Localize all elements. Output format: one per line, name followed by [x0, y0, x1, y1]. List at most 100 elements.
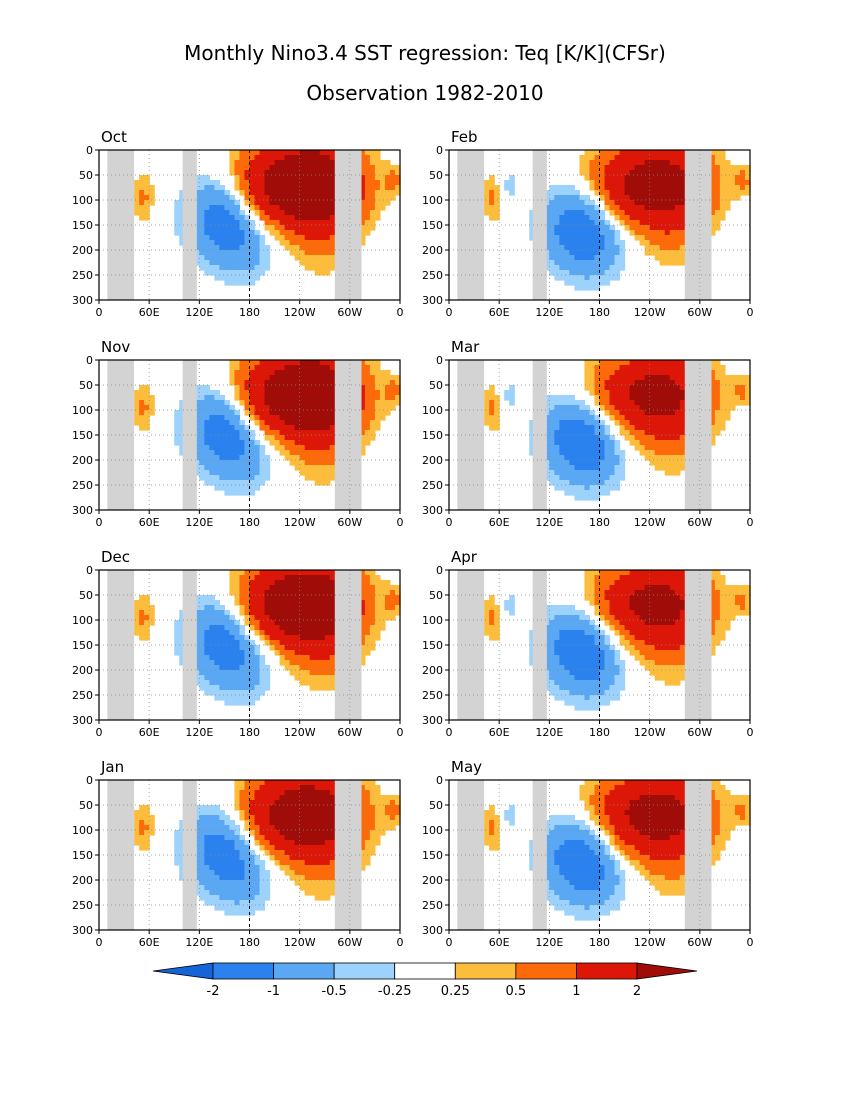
- contour-cell: [209, 220, 215, 226]
- contour-cell: [589, 700, 596, 706]
- contour-cell: [364, 205, 371, 211]
- contour-cell: [244, 585, 251, 591]
- contour-cell: [174, 200, 180, 206]
- contour-cell: [249, 450, 256, 456]
- contour-cell: [194, 215, 200, 221]
- contour-cell: [244, 430, 251, 436]
- contour-cell: [259, 205, 266, 211]
- contour-cell: [204, 395, 210, 401]
- contour-cell: [319, 415, 326, 421]
- contour-cell: [224, 610, 231, 616]
- contour-cell: [279, 200, 286, 206]
- contour-cell: [714, 150, 721, 156]
- contour-cell: [594, 285, 601, 291]
- contour-cell: [224, 235, 231, 241]
- contour-cell: [654, 435, 661, 441]
- contour-cell: [364, 395, 371, 401]
- contour-cell: [579, 635, 586, 641]
- contour-cell: [274, 415, 281, 421]
- contour-cell: [294, 185, 301, 191]
- contour-cell: [329, 245, 336, 251]
- contour-cell: [634, 210, 641, 216]
- contour-cell: [719, 425, 726, 431]
- contour-cell: [304, 615, 311, 621]
- contour-cell: [719, 165, 726, 171]
- contour-cell: [604, 690, 611, 696]
- contour-cell: [284, 175, 291, 181]
- contour-cell: [259, 270, 266, 276]
- contour-cell: [614, 460, 621, 466]
- contour-cell: [259, 215, 266, 221]
- contour-cell: [599, 580, 606, 586]
- y-tick-label: 150: [422, 219, 443, 232]
- contour-cell: [484, 410, 490, 416]
- contour-cell: [679, 195, 686, 201]
- contour-cell: [324, 645, 331, 651]
- contour-cell: [289, 640, 296, 646]
- contour-cell: [359, 410, 366, 416]
- contour-cell: [199, 265, 205, 271]
- contour-cell: [649, 375, 656, 381]
- contour-cell: [724, 200, 731, 206]
- contour-cell: [249, 610, 256, 616]
- contour-cell: [314, 470, 321, 476]
- contour-cell: [229, 280, 236, 286]
- contour-cell: [384, 600, 391, 606]
- contour-cell: [629, 230, 636, 236]
- contour-cell: [314, 670, 321, 676]
- contour-cell: [254, 410, 261, 416]
- contour-cell: [329, 390, 336, 396]
- contour-cell: [239, 585, 246, 591]
- contour-cell: [564, 480, 570, 486]
- contour-cell: [229, 585, 236, 591]
- contour-cell: [559, 675, 565, 681]
- contour-cell: [324, 155, 331, 161]
- contour-cell: [179, 205, 185, 211]
- contour-cell: [544, 205, 550, 211]
- contour-cell: [289, 405, 296, 411]
- contour-cell: [604, 455, 611, 461]
- contour-cell: [564, 220, 570, 226]
- contour-cell: [259, 460, 266, 466]
- contour-cell: [314, 215, 321, 221]
- contour-cell: [359, 380, 366, 386]
- contour-cell: [549, 435, 555, 441]
- contour-cell: [594, 395, 601, 401]
- contour-cell: [279, 660, 286, 666]
- contour-cell: [674, 440, 681, 446]
- contour-cell: [579, 685, 586, 691]
- contour-cell: [664, 410, 671, 416]
- contour-cell: [139, 180, 145, 186]
- contour-cell: [279, 210, 286, 216]
- contour-cell: [569, 465, 576, 471]
- contour-cell: [289, 645, 296, 651]
- contour-cell: [324, 390, 331, 396]
- contour-cell: [314, 390, 321, 396]
- contour-cell: [244, 165, 251, 171]
- contour-cell: [649, 245, 656, 251]
- contour-cell: [324, 175, 331, 181]
- contour-cell: [269, 630, 276, 636]
- contour-cell: [304, 160, 311, 166]
- contour-cell: [484, 415, 490, 421]
- contour-cell: [644, 225, 651, 231]
- contour-cell: [309, 150, 316, 156]
- contour-cell: [579, 215, 586, 221]
- contour-cell: [199, 660, 205, 666]
- contour-cell: [199, 220, 205, 226]
- contour-cell: [174, 630, 180, 636]
- contour-cell: [714, 400, 721, 406]
- contour-cell: [329, 265, 336, 271]
- contour-cell: [679, 395, 686, 401]
- panel-label: Apr: [451, 548, 478, 566]
- contour-cell: [274, 410, 281, 416]
- contour-cell: [179, 235, 185, 241]
- contour-cell: [544, 430, 550, 436]
- contour-cell: [589, 585, 596, 591]
- contour-cell: [369, 185, 376, 191]
- contour-cell: [559, 445, 565, 451]
- contour-cell: [609, 660, 616, 666]
- contour-cell: [579, 455, 586, 461]
- contour-cell: [244, 485, 251, 491]
- contour-cell: [254, 185, 261, 191]
